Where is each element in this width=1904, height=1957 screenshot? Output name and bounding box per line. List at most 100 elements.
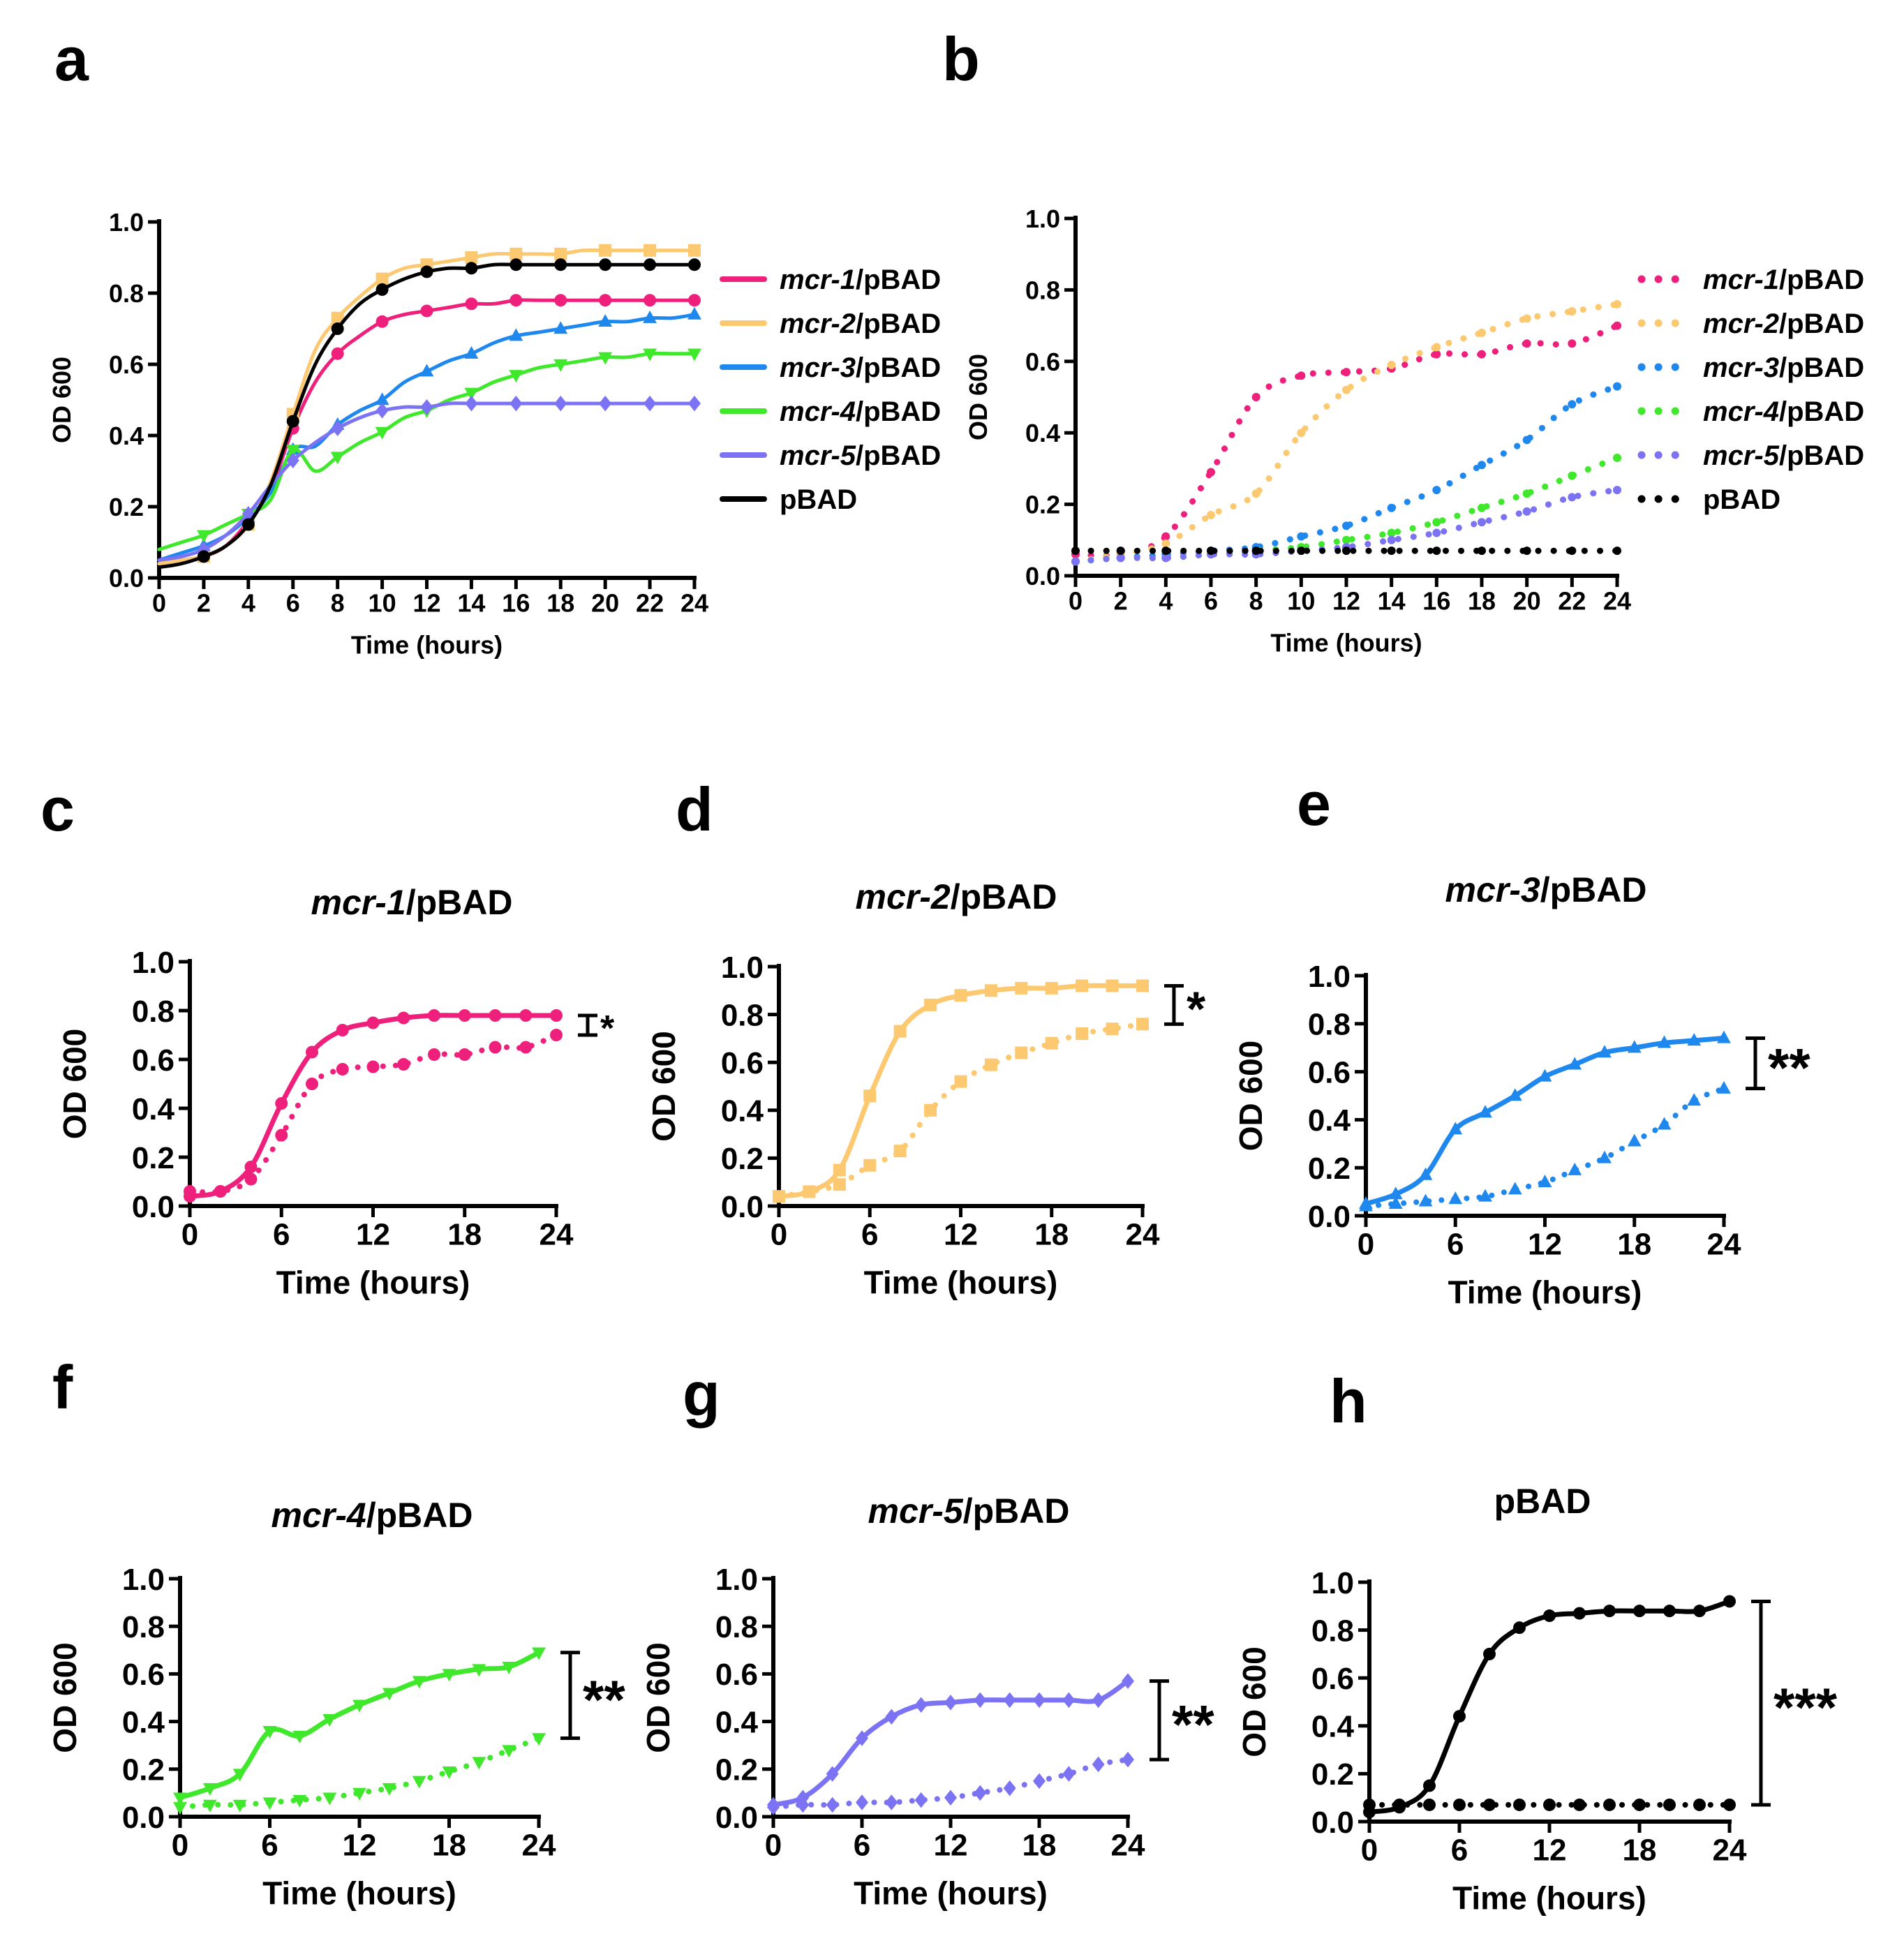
solid-data-point <box>1693 1605 1706 1618</box>
x-tick-label: 18 <box>1623 1833 1657 1867</box>
panel-letter-f: f <box>52 1353 73 1422</box>
solid-data-point <box>352 1699 366 1713</box>
dotted-data-point <box>173 1802 187 1815</box>
x-tick-label: 6 <box>261 1828 278 1862</box>
data-point <box>554 247 567 260</box>
solid-data-point <box>1483 1647 1496 1660</box>
x-tick-label: 0 <box>765 1828 782 1862</box>
x-tick-label: 12 <box>1332 587 1360 616</box>
data-point <box>1432 518 1441 527</box>
data-point <box>1568 546 1577 556</box>
dotted-data-point <box>1092 1756 1105 1773</box>
dotted-data-point <box>352 1787 366 1801</box>
data-point <box>1568 471 1577 480</box>
x-axis-label: Time (hours) <box>1448 1274 1642 1310</box>
solid-data-point <box>863 1089 877 1103</box>
solid-data-point <box>336 1024 349 1036</box>
y-tick-label: 0.4 <box>109 422 144 450</box>
data-point <box>1387 503 1396 512</box>
data-point <box>1432 343 1441 352</box>
data-point <box>509 328 523 341</box>
dotted-data-point <box>1723 1798 1736 1811</box>
solid-data-point <box>322 1713 337 1727</box>
dotted-data-point <box>826 1796 839 1813</box>
y-tick-label: 0.6 <box>721 1046 764 1080</box>
solid-data-point <box>412 1676 426 1689</box>
data-point <box>510 247 523 260</box>
solid-data-point <box>1478 1105 1492 1118</box>
data-point <box>197 530 211 543</box>
x-tick-label: 18 <box>1468 587 1496 616</box>
x-tick-label: 24 <box>1713 1833 1747 1867</box>
data-point <box>1342 546 1351 556</box>
data-point <box>1116 546 1125 556</box>
y-tick-label: 0.4 <box>122 1705 165 1739</box>
data-point <box>1387 546 1396 556</box>
data-point <box>1613 546 1621 556</box>
x-tick-label: 4 <box>241 589 255 618</box>
panel-letter-b: b <box>942 24 980 94</box>
dotted-data-point <box>1627 1133 1642 1147</box>
x-axis-label: Time (hours) <box>1270 628 1422 657</box>
x-tick-label: 20 <box>1513 587 1541 616</box>
dotted-data-point <box>1603 1798 1616 1811</box>
dotted-data-point <box>519 1041 533 1054</box>
dotted-data-point <box>944 1789 957 1806</box>
x-tick-label: 6 <box>286 589 300 618</box>
panel-letter-c: c <box>40 775 75 844</box>
data-point <box>1297 429 1306 438</box>
data-point <box>1387 535 1396 544</box>
solid-data-point <box>292 1730 307 1743</box>
dotted-data-point <box>1508 1182 1522 1195</box>
data-point <box>1522 314 1531 323</box>
dotted-data-point <box>428 1048 440 1061</box>
panel-letters: a b c d e f g h <box>40 24 1367 1436</box>
y-tick-label: 0.6 <box>1311 1662 1354 1696</box>
data-point <box>1613 486 1621 495</box>
solid-data-point <box>1418 1167 1433 1180</box>
x-tick-label: 6 <box>1451 1833 1468 1867</box>
y-axis-label: OD 600 <box>964 354 992 440</box>
solid-data-point <box>397 1011 410 1025</box>
dotted-data-point <box>1687 1093 1702 1106</box>
data-point <box>1342 521 1351 530</box>
x-axis-label: Time (hours) <box>351 630 503 659</box>
dotted-series-line <box>187 1032 559 1196</box>
dotted-data-point <box>1062 1766 1076 1782</box>
data-point <box>1522 339 1531 348</box>
dotted-data-point <box>397 1058 410 1071</box>
solid-data-point <box>1122 1673 1134 1689</box>
y-tick-label: 0.2 <box>1308 1152 1351 1186</box>
dotted-data-point <box>1478 1189 1492 1202</box>
x-tick-label: 6 <box>854 1828 870 1862</box>
y-tick-label: 1.0 <box>1025 204 1060 233</box>
solid-data-point <box>1092 1692 1105 1709</box>
solid-data-point <box>1453 1710 1466 1723</box>
data-point <box>688 294 701 307</box>
x-tick-label: 18 <box>1022 1828 1057 1862</box>
y-tick-label: 0.0 <box>1308 1200 1351 1234</box>
y-tick-label: 1.0 <box>715 1563 758 1597</box>
y-tick-label: 0.2 <box>122 1753 165 1787</box>
dotted-data-point <box>1598 1150 1612 1163</box>
dotted-data-point <box>244 1173 258 1186</box>
series-line-mcr-4/pBAD <box>157 351 697 551</box>
solid-data-point <box>428 1009 440 1022</box>
solid-data-point <box>924 998 937 1011</box>
data-point <box>375 272 389 285</box>
solid-data-point <box>885 1709 898 1725</box>
solid-data-point <box>1062 1692 1076 1709</box>
data-point <box>688 244 701 257</box>
y-axis-label: OD 600 <box>47 357 76 443</box>
y-tick-label: 0.8 <box>1311 1614 1354 1648</box>
data-point <box>1207 546 1215 556</box>
x-tick-label: 6 <box>1204 587 1218 616</box>
legend-label: mcr-3/pBAD <box>780 352 941 383</box>
x-tick-label: 12 <box>412 589 440 618</box>
chart-f: 0.0 0.2 0.4 0.6 0.8 1.0 0 6 12 18 24 Time (hours) OD… <box>47 1496 626 1911</box>
chart-h: 0.0 0.2 0.4 0.6 0.8 1.0 0 6 12 18 24 Time (hours) OD… <box>1236 1482 1838 1916</box>
data-point <box>1161 553 1170 563</box>
data-point <box>1522 436 1531 445</box>
y-tick-label: 0.4 <box>1025 419 1060 447</box>
